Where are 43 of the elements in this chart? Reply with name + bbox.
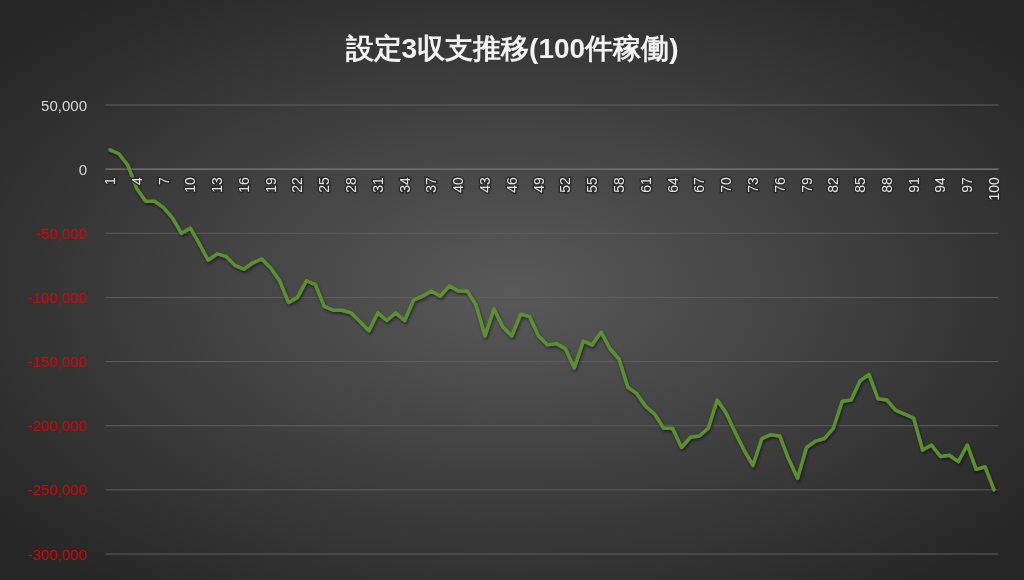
y-tick-label: -150,000 <box>27 353 87 371</box>
x-tick-label: 94 <box>932 176 949 193</box>
y-tick-label: -50,000 <box>36 224 87 242</box>
y-tick-label: 0 <box>78 160 87 178</box>
x-tick-label: 4 <box>128 176 145 185</box>
chart-title: 設定3収支推移(100件稼働) <box>344 33 679 64</box>
x-tick-label: 10 <box>182 176 199 193</box>
x-tick-label: 19 <box>262 176 279 193</box>
x-tick-label: 76 <box>771 176 788 193</box>
x-tick-label: 13 <box>209 176 226 193</box>
x-tick-label: 22 <box>289 176 306 193</box>
x-tick-label: 100 <box>986 176 1003 201</box>
y-tick-label: 50,000 <box>41 96 87 114</box>
y-tick-label: -250,000 <box>27 481 87 499</box>
x-tick-label: 85 <box>852 176 869 193</box>
x-tick-label: 58 <box>610 176 627 193</box>
x-tick-label: 25 <box>316 176 333 193</box>
x-tick-label: 67 <box>691 176 708 193</box>
x-tick-label: 61 <box>637 176 654 193</box>
x-tick-label: 43 <box>477 176 494 193</box>
x-tick-label: 55 <box>584 176 601 193</box>
x-tick-label: 49 <box>530 176 547 193</box>
x-tick-label: 40 <box>450 176 467 193</box>
y-tick-label: -200,000 <box>27 417 87 435</box>
x-tick-label: 70 <box>718 176 735 193</box>
y-tick-label: -300,000 <box>27 545 87 563</box>
x-tick-label: 64 <box>664 176 681 193</box>
x-tick-label: 37 <box>423 176 440 193</box>
x-tick-label: 34 <box>396 176 413 193</box>
x-tick-label: 46 <box>503 176 520 193</box>
x-tick-label: 88 <box>878 176 895 193</box>
x-tick-label: 82 <box>825 176 842 193</box>
x-tick-label: 73 <box>744 176 761 193</box>
x-tick-label: 97 <box>959 176 976 193</box>
x-tick-label: 91 <box>905 176 922 193</box>
y-tick-label: -100,000 <box>27 288 87 306</box>
x-tick-label: 79 <box>798 176 815 193</box>
x-tick-label: 28 <box>343 176 360 193</box>
x-tick-label: 16 <box>235 176 252 193</box>
x-tick-label: 52 <box>557 176 574 193</box>
x-tick-label: 31 <box>369 176 386 193</box>
x-tick-label: 7 <box>155 176 172 185</box>
x-tick-label: 1 <box>101 176 118 185</box>
